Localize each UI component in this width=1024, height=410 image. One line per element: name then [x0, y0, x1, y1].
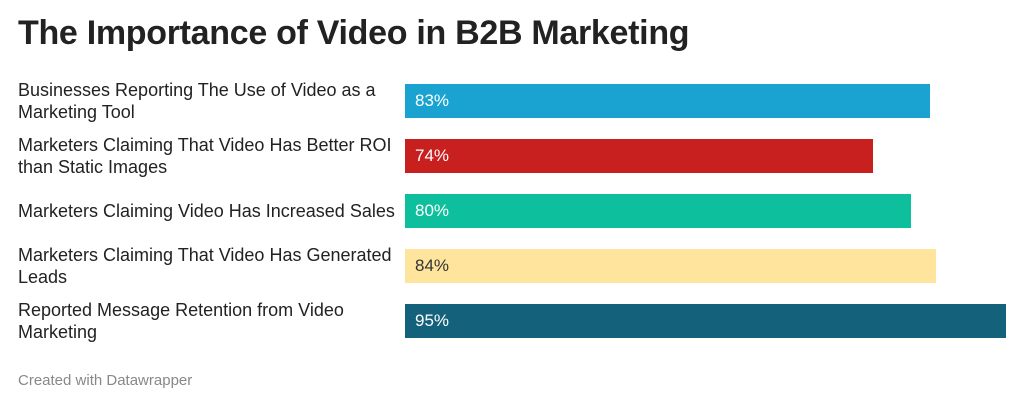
value-label: 83% [415, 90, 450, 110]
bar: 84% [405, 248, 937, 283]
category-label: Businesses Reporting The Use of Video as… [18, 79, 376, 122]
bar: 80% [405, 193, 912, 228]
bar-row: Marketers Claiming Video Has Increased S… [18, 183, 1018, 238]
bar-row: Reported Message Retention from Video Ma… [18, 293, 1018, 348]
value-label: 84% [415, 255, 450, 275]
bar-track: 83% [405, 83, 1006, 118]
bar-track: 95% [405, 303, 1006, 338]
bar: 74% [405, 138, 874, 173]
bar-list: Businesses Reporting The Use of Video as… [18, 73, 1018, 348]
bar: 95% [405, 303, 1006, 338]
bar-track: 74% [405, 138, 1006, 173]
bar-row: Businesses Reporting The Use of Video as… [18, 73, 1018, 128]
value-label: 80% [415, 200, 450, 220]
category-label: Marketers Claiming Video Has Increased S… [18, 200, 395, 221]
bar-track: 84% [405, 248, 1006, 283]
bar-track: 80% [405, 193, 1006, 228]
bar-row: Marketers Claiming That Video Has Better… [18, 128, 1018, 183]
category-label: Marketers Claiming That Video Has Genera… [18, 244, 392, 287]
category-label: Reported Message Retention from Video Ma… [18, 299, 344, 342]
chart-title: The Importance of Video in B2B Marketing [18, 14, 690, 52]
bar: 83% [405, 83, 931, 118]
value-label: 74% [415, 145, 450, 165]
value-label: 95% [415, 310, 450, 330]
category-label: Marketers Claiming That Video Has Better… [18, 134, 392, 177]
bar-row: Marketers Claiming That Video Has Genera… [18, 238, 1018, 293]
credit: Created with Datawrapper [18, 372, 193, 389]
